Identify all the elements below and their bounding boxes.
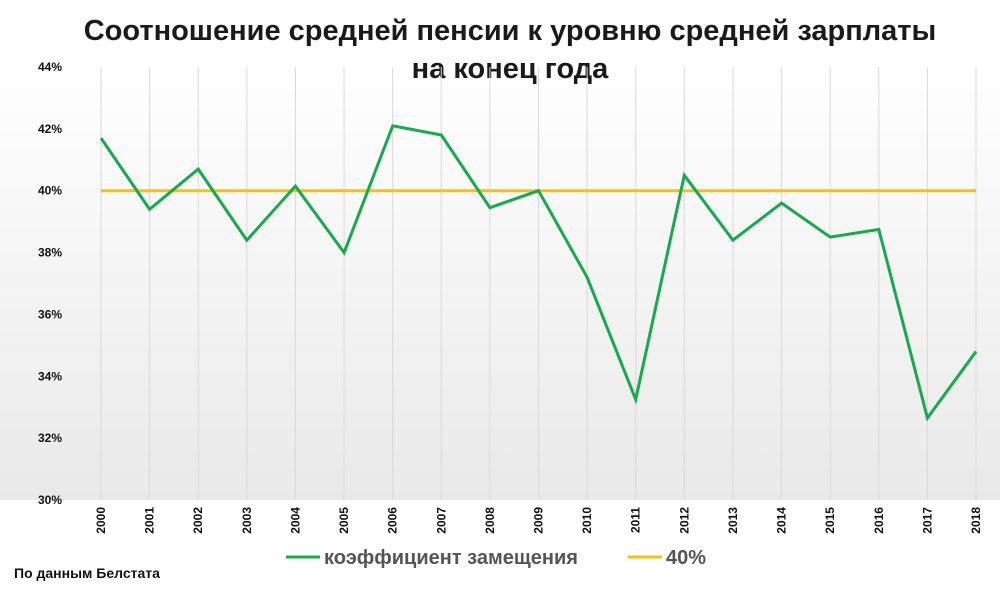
x-tick-label: 2017 bbox=[920, 507, 934, 534]
chart-title-line2: на конец года bbox=[412, 53, 610, 85]
x-tick-label: 2015 bbox=[823, 507, 837, 534]
x-tick-label: 2002 bbox=[191, 507, 205, 534]
series-lines bbox=[99, 124, 978, 422]
x-axis-ticks: 2000 2001 2002 2003 2004 2005 2006 2007 2008 2009… bbox=[94, 507, 983, 534]
y-tick-label: 42% bbox=[38, 122, 62, 136]
y-tick-label: 36% bbox=[38, 307, 62, 321]
x-tick-label: 2007 bbox=[434, 507, 448, 534]
y-tick-label: 30% bbox=[38, 493, 62, 507]
x-tick-label: 2008 bbox=[483, 507, 497, 534]
legend-label-threshold: 40% bbox=[666, 547, 706, 569]
plot-background bbox=[0, 60, 1000, 500]
x-tick-label: 2003 bbox=[240, 507, 254, 534]
source-note: По данным Белстата bbox=[14, 565, 160, 581]
x-tick-label: 2004 bbox=[288, 507, 302, 534]
x-tick-label: 2018 bbox=[969, 507, 983, 534]
x-tick-label: 2016 bbox=[872, 507, 886, 534]
x-tick-label: 2001 bbox=[143, 507, 157, 534]
x-tick-label: 2012 bbox=[677, 507, 691, 534]
series-line-replacement bbox=[99, 124, 978, 422]
x-tick-label: 2011 bbox=[629, 507, 643, 533]
legend-label-replacement: коэффициент замещения bbox=[324, 547, 578, 569]
y-tick-label: 44% bbox=[38, 60, 62, 74]
y-tick-label: 38% bbox=[38, 246, 62, 260]
y-tick-label: 32% bbox=[38, 431, 62, 445]
chart-title-line1: Соотношение средней пенсии к уровню сред… bbox=[84, 15, 937, 47]
x-tick-label: 2014 bbox=[775, 507, 789, 534]
x-tick-label: 2006 bbox=[386, 507, 400, 534]
x-tick-label: 2000 bbox=[94, 507, 108, 534]
y-tick-label: 34% bbox=[38, 369, 62, 383]
grid-lines bbox=[100, 67, 977, 500]
y-tick-label: 40% bbox=[38, 184, 62, 198]
legend: коэффициент замещения 40% bbox=[286, 547, 706, 569]
x-tick-label: 2009 bbox=[532, 507, 546, 534]
x-tick-label: 2005 bbox=[337, 507, 351, 534]
x-tick-label: 2013 bbox=[726, 507, 740, 534]
y-axis-ticks: 30% 32% 34% 36% 38% 40% 42% 44% bbox=[38, 60, 62, 507]
x-tick-label: 2010 bbox=[580, 507, 594, 534]
